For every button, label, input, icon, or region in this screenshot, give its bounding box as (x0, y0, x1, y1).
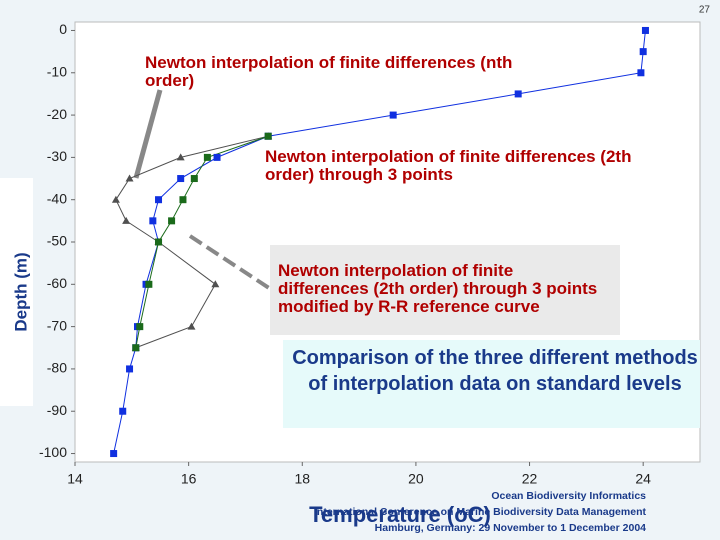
point (641, 26, 649, 34)
point (639, 48, 647, 56)
point (122, 216, 131, 224)
y-label-box (0, 178, 33, 406)
x-tick-label: 20 (408, 471, 424, 487)
point (176, 153, 185, 161)
point (125, 174, 134, 182)
point (177, 175, 185, 183)
point (119, 407, 127, 415)
point (190, 175, 198, 183)
point (213, 153, 221, 161)
x-tick-label: 14 (67, 471, 83, 487)
y-tick-label: -70 (47, 317, 67, 333)
annotation: Newton interpolation of finite differenc… (265, 147, 632, 184)
point (155, 196, 163, 204)
point (145, 280, 153, 288)
x-tick-label: 18 (294, 471, 310, 487)
arrow (188, 234, 274, 292)
x-tick-label: 22 (522, 471, 538, 487)
point (514, 90, 522, 98)
arrow (133, 89, 163, 179)
x-tick-label: 16 (181, 471, 197, 487)
footer-line: Ocean Biodiversity Informatics (491, 490, 646, 502)
point (111, 195, 120, 203)
point (264, 132, 272, 140)
point (132, 344, 140, 352)
point (203, 153, 211, 161)
annotation: Comparison of the three different method… (292, 347, 698, 395)
y-tick-label: -30 (47, 148, 67, 164)
point (179, 196, 187, 204)
y-tick-label: -60 (47, 275, 67, 291)
y-tick-label: -20 (47, 106, 67, 122)
y-tick-label: -90 (47, 402, 67, 418)
point (187, 322, 196, 330)
point (149, 217, 157, 225)
y-tick-label: -80 (47, 360, 67, 376)
footer-line: Hamburg, Germany: 29 November to 1 Decem… (375, 522, 647, 534)
y-tick-label: 0 (59, 21, 67, 37)
y-tick-label: -100 (39, 444, 67, 460)
point (637, 69, 645, 77)
x-tick-label: 24 (635, 471, 651, 487)
annotation-box (283, 340, 700, 428)
point (110, 450, 118, 458)
point (389, 111, 397, 119)
footer-line: International Conference on Marine Biodi… (314, 506, 646, 518)
page-number: 27 (699, 5, 711, 16)
point (168, 217, 176, 225)
annotation-box (270, 245, 620, 335)
y-tick-label: -40 (47, 190, 67, 206)
annotation: Newton interpolation of finite differenc… (145, 53, 513, 90)
point (155, 238, 163, 246)
point (126, 365, 134, 373)
y-tick-label: -50 (47, 233, 67, 249)
y-tick-label: -10 (47, 63, 67, 79)
x-axis-label: Temperature (oC) (309, 502, 491, 527)
point (136, 323, 144, 331)
y-axis-label: Depth (m) (11, 252, 30, 331)
point (211, 280, 220, 288)
annotation: Newton interpolation of finite differenc… (278, 261, 598, 316)
